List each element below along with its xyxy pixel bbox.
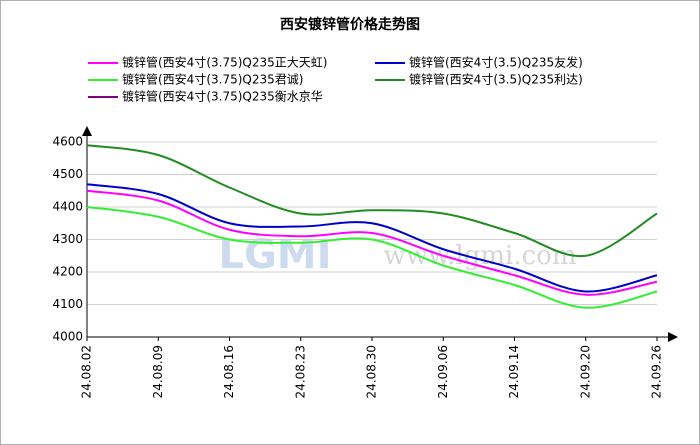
x-tick-label: 24.08.09 bbox=[151, 345, 165, 398]
legend-label: 镀锌管(西安4寸(3.75)Q235君诚) bbox=[122, 72, 303, 87]
series-line bbox=[86, 183, 658, 293]
series-line bbox=[86, 189, 658, 296]
legend-label: 镀锌管(西安4寸(3.5)Q235友发) bbox=[409, 55, 583, 70]
series-line bbox=[86, 144, 658, 258]
series-line bbox=[86, 206, 658, 309]
y-tick-label: 4300 bbox=[52, 232, 83, 246]
x-tick-label: 24.09.20 bbox=[578, 345, 592, 398]
y-tick-label: 4500 bbox=[52, 167, 83, 181]
y-tick-label: 4400 bbox=[52, 200, 83, 214]
y-tick-label: 4100 bbox=[52, 297, 83, 311]
y-axis-arrow bbox=[82, 126, 92, 136]
x-tick-label: 24.09.26 bbox=[650, 345, 664, 398]
y-tick-label: 4200 bbox=[52, 265, 83, 279]
watermark-logo: LGMI bbox=[218, 232, 331, 278]
legend-label: 镀锌管(西安4寸(3.5)Q235利达) bbox=[409, 72, 583, 87]
legend-label: 镀锌管(西安4寸(3.75)Q235衡水京华 bbox=[122, 89, 323, 104]
x-tick-label: 24.09.06 bbox=[436, 345, 450, 398]
x-tick-label: 24.08.16 bbox=[222, 345, 236, 398]
chart-title: 西安镀锌管价格走势图 bbox=[280, 16, 420, 33]
x-tick-label: 24.08.30 bbox=[365, 345, 379, 398]
x-tick-label: 24.08.23 bbox=[293, 345, 307, 398]
y-tick-label: 4600 bbox=[52, 135, 83, 149]
legend-label: 镀锌管(西安4寸(3.75)Q235正大天虹) bbox=[122, 55, 327, 70]
x-tick-label: 24.09.14 bbox=[507, 345, 521, 398]
x-axis-arrow bbox=[668, 332, 678, 342]
y-tick-label: 4000 bbox=[52, 330, 83, 344]
x-tick-label: 24.08.02 bbox=[80, 345, 94, 398]
